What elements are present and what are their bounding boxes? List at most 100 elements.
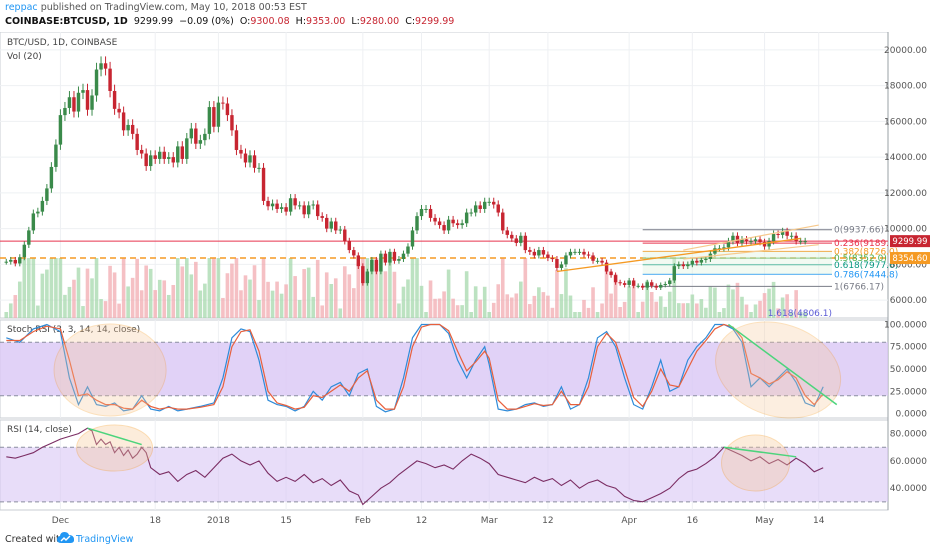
candle-body [591,255,595,261]
volume-bar [482,286,487,318]
candle-body [185,138,189,159]
volume-bar [410,258,415,318]
volume-bar [758,300,762,318]
candle-body [654,285,658,288]
volume-bar [613,274,618,318]
volume-bar [392,271,397,318]
volume-bar [514,293,519,318]
last-price: 9299.99 [133,16,174,27]
volume-bar [767,288,771,318]
candle-body [690,260,695,265]
candle-body [49,166,54,189]
candle-body [270,203,275,207]
volume-bar [99,299,103,318]
candle-body [31,213,36,231]
volume-bar [352,288,356,318]
price-label: 9299.99 [892,237,927,247]
author-link[interactable]: reppac [5,2,38,13]
volume-bar [708,286,713,318]
volume-bar [555,269,559,318]
candle-body [234,130,239,150]
volume-bar [406,279,410,318]
volume-bar [27,258,31,318]
volume-bar [212,258,216,318]
tradingview-brand[interactable]: TradingView [76,534,134,545]
candle-body [99,63,103,70]
volume-bar [564,268,568,318]
volume-bar [676,303,681,318]
volume-bar [428,280,433,318]
candle-body [18,257,22,264]
candle-body [72,97,76,112]
chart-canvas[interactable]: 0(9937.66) 0.236(9189.1)0.382(8726.0)0.5(… [0,32,932,530]
volume-bar [559,294,564,318]
volume-bar [460,305,464,318]
volume-bar [600,303,604,318]
volume-bar [139,290,144,318]
volume-bar [509,297,514,318]
rsi-tick-label: 60.0000 [890,457,927,467]
candle-body [478,205,482,209]
volume-bar [279,293,284,318]
volume-bar [609,293,613,318]
candle-body [401,253,406,260]
volume-bar [722,308,726,318]
candle-body [94,69,99,96]
candle-body [252,155,257,168]
volume-bar [505,294,510,318]
candle-body [618,282,622,284]
volume-bar [586,307,591,318]
volume-bar [681,303,686,318]
price-tick-label: 20000.00 [884,46,927,56]
candle-body [81,90,85,93]
volume-bar [198,290,203,318]
stoch-tick-label: 25.0000 [890,387,927,397]
volume-bar [288,258,293,318]
candle-body [288,198,293,212]
candle-body [740,239,744,243]
volume-bar [464,271,469,318]
channel-top [683,224,819,251]
volume-bar [365,258,370,318]
candle-body [320,216,324,218]
volume-bar [487,312,492,318]
fib-label: 0.618(7977.6) [834,261,898,271]
volume-bar [374,258,379,318]
candle-body [686,264,690,267]
publish-info: reppac published on TradingView.com, May… [5,2,307,13]
candle-body [103,63,108,69]
candle-body [338,229,342,231]
candle-body [568,251,573,256]
volume-bar [243,275,248,318]
volume-label: Vol (20) [7,52,42,62]
volume-bar [207,258,212,318]
price-label-box [890,252,930,265]
volume-bar [275,281,279,318]
volume-bar [315,259,320,318]
candle-body [713,248,717,254]
candle-body [54,144,58,167]
candle-body [510,234,514,239]
volume-bar [749,312,753,318]
price-tick-label: 14000.00 [884,153,927,163]
time-tick-label: Mar [481,516,498,526]
candle-body [695,260,699,263]
stoch-tick-label: 50.0000 [890,365,927,375]
volume-bar [789,312,794,318]
volume-bar [130,277,135,318]
candle-body [284,207,288,212]
candle-body [663,284,667,286]
volume-bar [356,262,361,318]
candle-body [631,280,636,286]
candle-body [85,90,90,110]
volume-bar [519,281,523,318]
candle-body [460,223,464,226]
candle-body [758,239,762,243]
candle-body [789,235,794,237]
candle-body [63,107,67,116]
candle-body [514,238,519,243]
candle-body [189,128,194,139]
volume-bar [184,258,189,318]
volume-bar [523,258,528,318]
candle-body [27,230,31,245]
